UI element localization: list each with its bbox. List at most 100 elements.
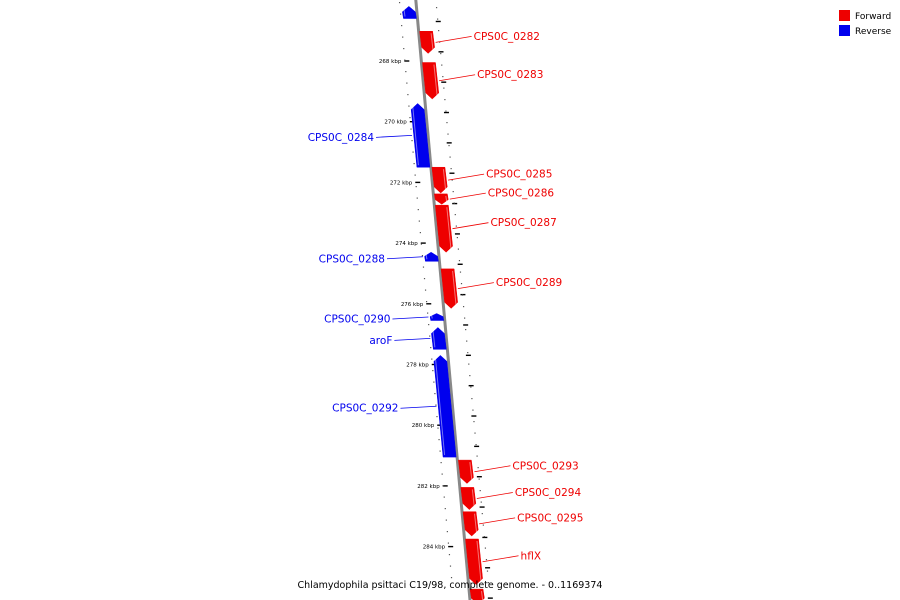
gene-feature[interactable]: [431, 327, 447, 350]
scale-dot: [444, 99, 446, 101]
gene-label[interactable]: CPS0C_0287: [490, 217, 556, 229]
scale-dot: [427, 312, 429, 314]
label-leader: [376, 134, 413, 138]
scale-dot: [480, 501, 482, 503]
scale-dot: [449, 156, 451, 158]
scale-dot: [471, 398, 473, 400]
gene-label[interactable]: CPS0C_0283: [477, 69, 543, 81]
scale-dot: [424, 289, 427, 291]
gene-label[interactable]: hflX: [521, 550, 541, 562]
gene-highlight: [433, 64, 438, 97]
scale-dot: [460, 283, 463, 285]
gene-feature[interactable]: [469, 588, 485, 600]
gene-feature[interactable]: [458, 459, 474, 484]
gene-label[interactable]: CPS0C_0289: [496, 277, 562, 289]
scale-dot: [430, 347, 432, 349]
tick-label: 280 kbp: [412, 423, 435, 429]
scale-dot: [443, 496, 445, 498]
gene-labels: CPS0C_0282 CPS0C_0283 CPS0C_0284 CPS0C_0285…: [308, 31, 584, 562]
gene-label[interactable]: CPS0C_0284: [308, 132, 375, 144]
scale-dot: [422, 266, 425, 268]
gene-highlight: [403, 8, 406, 17]
tick-label: 276 kbp: [401, 302, 424, 308]
gene-feature[interactable]: [465, 538, 483, 585]
scale-dot: [477, 467, 479, 469]
scale-dot: [479, 490, 481, 492]
scale-dot: [452, 191, 454, 193]
tick-marks: 268 kbp 270 kbp 272 kbp 274 kbp 276 kbp 278 k…: [379, 20, 493, 599]
gene-label[interactable]: CPS0C_0288: [319, 253, 385, 265]
scale-dot: [444, 508, 446, 510]
gene-label[interactable]: CPS0C_0290: [324, 314, 390, 326]
gene-feature[interactable]: [429, 313, 445, 321]
scale-dot: [475, 444, 477, 446]
genome-caption: Chlamydophila psittaci C19/98, complete …: [298, 580, 603, 591]
label-leader: [435, 35, 472, 43]
gene-feature[interactable]: [460, 487, 477, 510]
scale-dot: [400, 13, 402, 15]
gene-highlight: [431, 315, 433, 319]
scale-dot: [405, 71, 407, 73]
gene-feature[interactable]: [419, 31, 435, 54]
scale-dot: [418, 220, 420, 222]
scale-dot: [439, 450, 441, 452]
label-leader: [392, 316, 429, 320]
scale-dot: [440, 462, 442, 464]
scale-dot: [449, 565, 452, 567]
scale-dot: [401, 25, 403, 27]
tick-label: 272 kbp: [390, 180, 413, 186]
gene-highlight: [474, 513, 478, 535]
scale-dot: [450, 577, 453, 579]
gene-feature[interactable]: [433, 355, 457, 458]
tick-label: 268 kbp: [379, 59, 402, 65]
gene-label[interactable]: CPS0C_0286: [488, 188, 555, 200]
gene-feature[interactable]: [431, 166, 448, 194]
gene-highlight: [430, 33, 434, 52]
tick-label: 282 kbp: [417, 484, 440, 490]
scale-dot: [433, 381, 435, 383]
scale-dot: [446, 122, 448, 124]
scale-dot: [462, 306, 465, 308]
scale-dot: [421, 255, 424, 257]
scale-dot: [487, 582, 490, 584]
gene-feature[interactable]: [462, 511, 479, 537]
scale-dot: [470, 386, 472, 388]
gene-feature[interactable]: [434, 193, 449, 205]
gene-feature[interactable]: [424, 251, 439, 262]
gene-feature[interactable]: [440, 268, 458, 309]
label-leader: [386, 256, 424, 260]
scale-dot: [407, 94, 409, 96]
gene-label[interactable]: CPS0C_0282: [474, 31, 540, 43]
scale-dot: [437, 18, 439, 20]
gene-label[interactable]: CPS0C_0285: [486, 169, 552, 181]
gene-feature[interactable]: [410, 103, 431, 168]
legend-forward-label: Forward: [855, 12, 891, 22]
gene-feature[interactable]: [435, 204, 453, 253]
label-leader: [479, 517, 516, 525]
scale-dot: [441, 473, 443, 475]
legend-forward-swatch: [839, 10, 850, 21]
gene-label[interactable]: CPS0C_0292: [332, 403, 398, 415]
scale-dot: [467, 352, 469, 354]
gene-label[interactable]: aroF: [369, 335, 392, 347]
gene-feature[interactable]: [402, 6, 417, 19]
gene-feature[interactable]: [422, 62, 440, 100]
gene-label[interactable]: CPS0C_0293: [512, 460, 578, 472]
scale-dot: [439, 41, 441, 43]
scale-dot: [482, 524, 484, 526]
scale-dot: [443, 87, 445, 89]
gene-label[interactable]: CPS0C_0295: [517, 512, 583, 524]
label-leader: [449, 192, 486, 200]
scale-dot: [425, 301, 428, 303]
gene-label[interactable]: CPS0C_0294: [515, 487, 582, 499]
legend-reverse-label: Reverse: [855, 27, 892, 37]
scale-dot: [464, 317, 466, 319]
scale-dot: [445, 519, 447, 521]
legend: Forward Reverse: [839, 10, 892, 37]
scale-dot: [442, 485, 444, 487]
label-leader: [400, 405, 437, 409]
scale-dot: [412, 151, 414, 153]
scale-dot: [454, 214, 456, 216]
scale-dot: [416, 197, 418, 199]
